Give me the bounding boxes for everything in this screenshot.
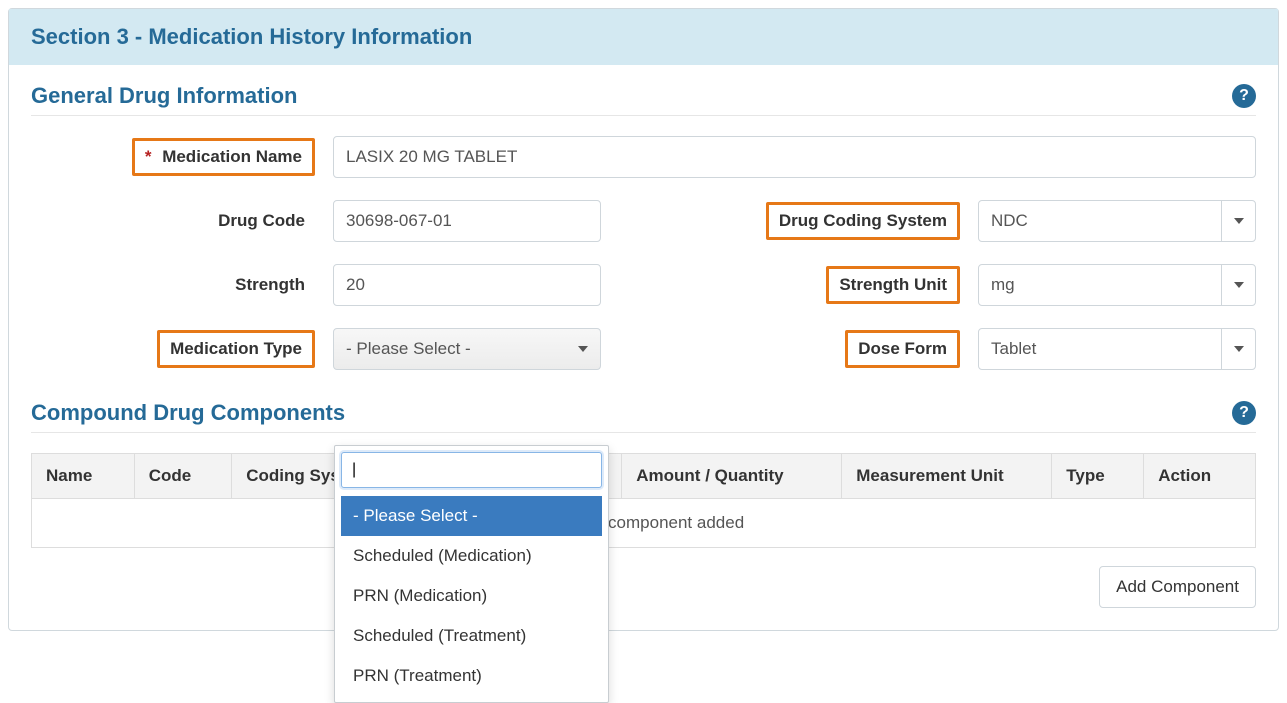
drug-coding-system-select[interactable]: NDC bbox=[978, 200, 1256, 242]
row-medication-name: * Medication Name bbox=[31, 136, 1256, 178]
section3-panel: Section 3 - Medication History Informati… bbox=[8, 8, 1279, 631]
add-component-button[interactable]: Add Component bbox=[1099, 566, 1256, 608]
label-dose-form: Dose Form bbox=[845, 330, 960, 368]
dropdown-option-scheduled-treatment[interactable]: Scheduled (Treatment) bbox=[341, 616, 602, 656]
dropdown-option-scheduled-medication[interactable]: Scheduled (Medication) bbox=[341, 536, 602, 576]
row-strength: Strength Strength Unit mg bbox=[31, 264, 1256, 306]
dropdown-option-prn-medication[interactable]: PRN (Medication) bbox=[341, 576, 602, 616]
label-drug-coding-system: Drug Coding System bbox=[766, 202, 960, 240]
label-medication-name-text: Medication Name bbox=[162, 147, 302, 166]
strength-input[interactable] bbox=[333, 264, 601, 306]
row-medication-type: Medication Type - Please Select - Dose F… bbox=[31, 328, 1256, 370]
general-heading: General Drug Information bbox=[31, 83, 297, 109]
label-strength: Strength bbox=[225, 269, 315, 301]
drug-code-input[interactable] bbox=[333, 200, 601, 242]
dose-form-select[interactable]: Tablet bbox=[978, 328, 1256, 370]
compound-heading-row: Compound Drug Components ? bbox=[31, 400, 1256, 433]
drug-coding-system-value: NDC bbox=[979, 201, 1221, 241]
section-header: Section 3 - Medication History Informati… bbox=[9, 9, 1278, 65]
label-medication-name: * Medication Name bbox=[132, 138, 315, 176]
strength-unit-value: mg bbox=[979, 265, 1221, 305]
label-strength-unit: Strength Unit bbox=[826, 266, 960, 304]
col-action: Action bbox=[1144, 454, 1256, 499]
strength-unit-select[interactable]: mg bbox=[978, 264, 1256, 306]
compound-table: Name Code Coding System Amount / Quantit… bbox=[31, 453, 1256, 548]
medication-type-select[interactable]: - Please Select - bbox=[333, 328, 601, 370]
col-type: Type bbox=[1052, 454, 1144, 499]
chevron-down-icon bbox=[1221, 265, 1255, 305]
dropdown-option-prn-treatment[interactable]: PRN (Treatment) bbox=[341, 656, 602, 696]
col-code: Code bbox=[134, 454, 232, 499]
row-drug-code: Drug Code Drug Coding System NDC bbox=[31, 200, 1256, 242]
help-icon[interactable]: ? bbox=[1232, 401, 1256, 425]
table-row-empty: No drug component added bbox=[32, 499, 1256, 548]
medication-type-value: - Please Select - bbox=[334, 329, 566, 369]
dropdown-list: - Please Select - Scheduled (Medication)… bbox=[341, 496, 602, 696]
dose-form-value: Tablet bbox=[979, 329, 1221, 369]
col-name: Name bbox=[32, 454, 135, 499]
panel-body: General Drug Information ? * Medication … bbox=[9, 65, 1278, 630]
dropdown-option-please-select[interactable]: - Please Select - bbox=[341, 496, 602, 536]
empty-message: No drug component added bbox=[32, 499, 1256, 548]
col-amount: Amount / Quantity bbox=[622, 454, 842, 499]
chevron-down-icon bbox=[1221, 329, 1255, 369]
add-component-row: Add Component bbox=[31, 566, 1256, 608]
chevron-down-icon bbox=[566, 329, 600, 369]
required-marker: * bbox=[145, 147, 152, 166]
chevron-down-icon bbox=[1221, 201, 1255, 241]
general-heading-row: General Drug Information ? bbox=[31, 83, 1256, 116]
help-icon[interactable]: ? bbox=[1232, 84, 1256, 108]
label-drug-code: Drug Code bbox=[208, 205, 315, 237]
dropdown-search-input[interactable] bbox=[341, 452, 602, 488]
medication-name-input[interactable] bbox=[333, 136, 1256, 178]
compound-heading: Compound Drug Components bbox=[31, 400, 345, 426]
label-medication-type: Medication Type bbox=[157, 330, 315, 368]
medication-type-dropdown-open: - Please Select - Scheduled (Medication)… bbox=[334, 445, 609, 703]
col-unit: Measurement Unit bbox=[842, 454, 1052, 499]
